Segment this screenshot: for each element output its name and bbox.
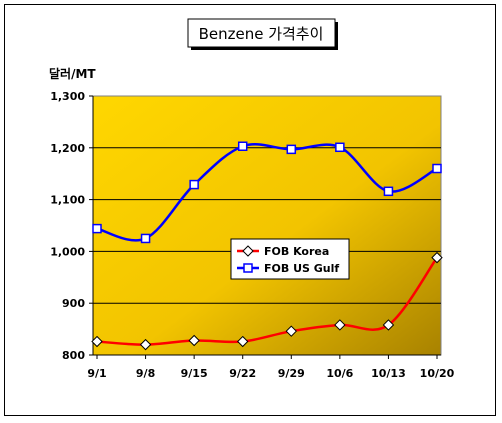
y-tick-label: 1,200: [50, 142, 85, 155]
legend-label: FOB Korea: [264, 245, 329, 258]
data-point-fob-us-gulf: [335, 142, 345, 153]
x-tick-labels: 9/1 9/8 9/15 9/22 9/29 10/6 10/13 10/20: [87, 367, 454, 380]
data-point-fob-korea: [139, 338, 152, 351]
y-axis-label: 달러/MT: [49, 66, 96, 81]
plot-area: [92, 95, 442, 356]
y-tick-label: 1,100: [50, 194, 85, 207]
data-point-fob-us-gulf: [92, 223, 102, 234]
x-tick-label: 10/6: [326, 367, 353, 380]
chart-title: Benzene 가격추이: [199, 25, 324, 43]
data-point-fob-us-gulf: [140, 233, 151, 244]
x-tick-label: 9/8: [136, 367, 155, 380]
chart-title-box: Benzene 가격추이: [187, 18, 338, 50]
data-point-fob-us-gulf: [237, 141, 248, 151]
data-point-fob-us-gulf: [383, 186, 394, 197]
data-point-fob-us-gulf: [189, 179, 199, 190]
series-layer: [91, 141, 443, 351]
legend-item-fob-korea: FOB Korea: [237, 245, 329, 258]
data-point-fob-us-gulf: [286, 144, 297, 155]
series-fob-us-gulf: [92, 141, 442, 244]
data-point-fob-korea: [91, 335, 103, 348]
legend-label: FOB US Gulf: [264, 262, 339, 275]
legend-marker: [243, 263, 253, 273]
y-tick-label: 1,000: [50, 245, 85, 258]
series-line-fob-us-gulf: [96, 142, 438, 242]
chart-frame: Benzene 가격추이 달러/MT 800 900 1,000 1,100 1,200…: [4, 4, 496, 416]
y-tick-labels: 800 900 1,000 1,100 1,200 1,300: [50, 90, 85, 362]
data-point-fob-korea: [188, 334, 200, 347]
y-tick-label: 800: [62, 349, 85, 362]
legend-item-fob-us-gulf: FOB US Gulf: [237, 262, 339, 275]
data-point-fob-us-gulf: [432, 163, 442, 174]
series-fob-korea: [91, 251, 443, 351]
y-tick-label: 1,300: [50, 90, 85, 103]
data-point-fob-korea: [334, 319, 346, 331]
data-point-fob-korea: [285, 325, 297, 337]
data-point-fob-korea: [237, 335, 249, 348]
x-tick-label: 10/13: [371, 367, 406, 380]
data-point-fob-korea: [431, 251, 443, 264]
y-tick-label: 900: [62, 297, 85, 310]
legend-marker: [242, 245, 254, 257]
x-tick-label: 10/20: [420, 367, 455, 380]
x-tick-label: 9/1: [87, 367, 106, 380]
x-tick-label: 9/22: [229, 367, 256, 380]
legend: FOB Korea FOB US Gulf: [230, 238, 350, 280]
x-tick-label: 9/29: [278, 367, 305, 380]
x-tick-label: 9/15: [181, 367, 208, 380]
data-point-fob-korea: [382, 319, 395, 331]
benzene-price-chart: Benzene 가격추이 달러/MT 800 900 1,000 1,100 1,200…: [49, 18, 455, 380]
